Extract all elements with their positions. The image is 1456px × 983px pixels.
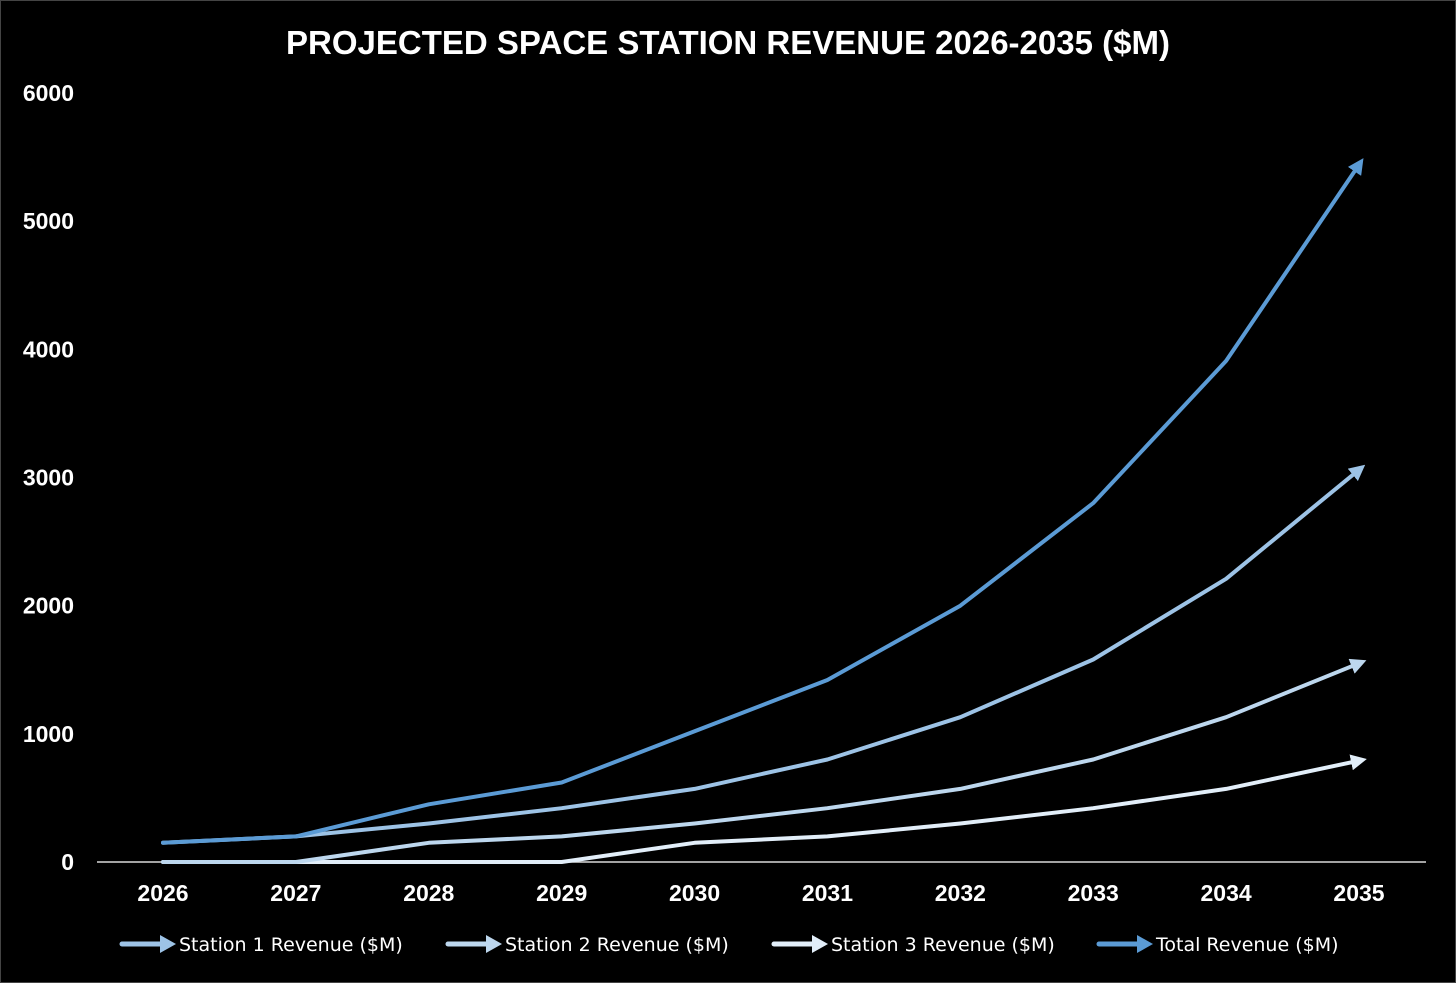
legend-label: Station 3 Revenue ($M) [831, 934, 1055, 956]
legend-arrowhead-icon [486, 935, 502, 953]
series-line-2 [161, 658, 1367, 864]
x-tick-label: 2033 [1068, 880, 1119, 906]
x-tick-label: 2032 [935, 880, 986, 906]
x-tick-label: 2029 [536, 880, 587, 906]
x-tick-label: 2027 [270, 880, 321, 906]
legend-label: Station 2 Revenue ($M) [505, 934, 729, 956]
legend-arrowhead-icon [1137, 935, 1153, 953]
y-tick-label: 6000 [23, 80, 74, 106]
y-tick-label: 5000 [23, 208, 74, 234]
x-tick-label: 2030 [669, 880, 720, 906]
x-tick-label: 2026 [137, 880, 188, 906]
x-tick-label: 2034 [1201, 880, 1252, 906]
y-tick-label: 0 [61, 849, 74, 875]
y-tick-label: 4000 [23, 336, 74, 362]
y-tick-label: 2000 [23, 593, 74, 619]
legend-item: Station 2 Revenue ($M) [445, 934, 729, 956]
legend-label: Total Revenue ($M) [1155, 934, 1339, 956]
legend-label: Station 1 Revenue ($M) [179, 934, 403, 956]
y-tick-label: 1000 [23, 721, 74, 747]
series-line-4 [161, 158, 1364, 845]
series-line-1 [161, 464, 1366, 845]
chart-title: PROJECTED SPACE STATION REVENUE 2026-203… [286, 24, 1170, 61]
legend-item: Station 1 Revenue ($M) [119, 934, 403, 956]
y-tick-label: 3000 [23, 465, 74, 491]
x-tick-label: 2031 [802, 880, 853, 906]
legend-arrowhead-icon [812, 935, 828, 953]
legend-item: Total Revenue ($M) [1096, 934, 1339, 956]
legend-item: Station 3 Revenue ($M) [771, 934, 1055, 956]
legend-arrowhead-icon [160, 935, 176, 953]
x-tick-label: 2028 [403, 880, 454, 906]
x-tick-label: 2035 [1333, 880, 1384, 906]
series-line-3 [161, 754, 1367, 864]
